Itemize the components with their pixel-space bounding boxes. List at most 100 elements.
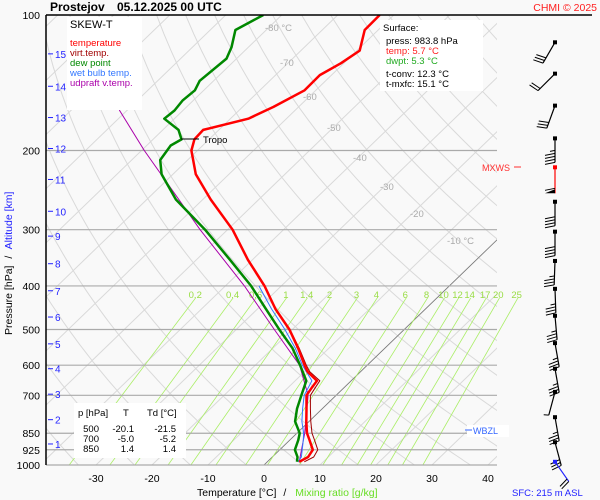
isotherm-label: -50 bbox=[327, 123, 341, 134]
isotherm bbox=[95, 76, 497, 465]
legend-temperature: temperature bbox=[70, 38, 121, 49]
mixing-ratio-label: 10 bbox=[438, 290, 449, 301]
altitude-tick-label: 6 bbox=[55, 313, 61, 324]
mixing-ratio-label: 2 bbox=[327, 290, 332, 301]
table-cell-t: 1.4 bbox=[121, 444, 134, 455]
altitude-tick-label: 7 bbox=[55, 287, 61, 298]
wind-barb-feather bbox=[544, 278, 555, 282]
wind-barb-feather bbox=[544, 281, 555, 285]
mixing-ratio-label: 17 bbox=[480, 290, 491, 301]
mixing-ratio-label: 3 bbox=[354, 290, 359, 301]
wind-barb-feather bbox=[544, 252, 556, 256]
mxws-label: MXWS bbox=[482, 163, 510, 173]
wind-barb-station bbox=[553, 40, 557, 45]
temperature-tick-label: -10 bbox=[200, 473, 215, 485]
wind-barb-staff bbox=[554, 288, 557, 313]
wind-barb-feather bbox=[531, 82, 541, 89]
isotherm bbox=[319, 293, 497, 465]
altitude-tick-label: 3 bbox=[55, 390, 61, 401]
wind-barb-feather bbox=[536, 126, 547, 129]
tropopause-label: Tropo bbox=[203, 135, 227, 146]
wind-barb-half-feather bbox=[551, 330, 557, 333]
dry-adiabat bbox=[185, 15, 497, 376]
mixing-ratio-line bbox=[356, 298, 460, 465]
pressure-tick-label: 1000 bbox=[17, 460, 41, 472]
surface-tmxfc: t-mxfc: 15.1 °C bbox=[386, 79, 449, 90]
dry-adiabat bbox=[591, 15, 600, 465]
wind-barb-feather bbox=[544, 158, 556, 162]
pressure-tick-label: 200 bbox=[22, 145, 40, 157]
wind-barb-staff bbox=[542, 42, 556, 64]
temperature-tick-label: 30 bbox=[426, 473, 438, 485]
isotherm-label: -60 bbox=[303, 92, 317, 103]
mixing-ratio-line bbox=[190, 298, 308, 465]
mixing-ratio-label: 8 bbox=[424, 290, 429, 301]
legend-virt-temp: virt.temp. bbox=[70, 48, 109, 59]
wind-barb-staff bbox=[554, 417, 560, 441]
wind-barb-feather bbox=[545, 312, 556, 316]
axis-labels: -80 °C -70 -60 -50 -40 -30 -20 -10 °C 0.2 0.4 0.6 1… bbox=[17, 10, 522, 485]
wind-barb-station bbox=[553, 136, 557, 141]
dry-adiabat bbox=[475, 15, 497, 41]
legend-updraft: udpraft v.temp. bbox=[70, 78, 133, 89]
wind-barb-feather bbox=[544, 155, 556, 159]
surface-box bbox=[380, 20, 483, 91]
wind-barb-feather bbox=[545, 309, 556, 313]
profile-temperature bbox=[190, 15, 381, 463]
mixing-ratio-label: 1 bbox=[283, 290, 288, 301]
mixing-ratio-lines bbox=[68, 298, 519, 465]
pressure-tick-label: 100 bbox=[22, 10, 40, 22]
altitude-tick-label: 13 bbox=[55, 114, 67, 125]
wind-barb-feather bbox=[548, 437, 559, 443]
dry-adiabat bbox=[330, 15, 497, 207]
wind-barb-station bbox=[553, 229, 557, 234]
mixing-ratio-line bbox=[322, 298, 428, 465]
wind-barb-feather bbox=[559, 478, 568, 487]
altitude-tick-label: 8 bbox=[55, 260, 61, 271]
mixing-ratio-label: 0.4 bbox=[226, 290, 239, 301]
wind-barb-feather bbox=[551, 464, 562, 471]
pressure-tick-label: 600 bbox=[22, 360, 40, 372]
level-table-rows: 500 -20.1 -21.5 700 -5.0 -5.2 850 1.4 1.4 bbox=[83, 424, 176, 455]
wind-barb-feather bbox=[544, 161, 556, 165]
wind-barb-staff bbox=[546, 105, 556, 129]
wind-barb-feather bbox=[544, 246, 556, 250]
wind-barb-feather bbox=[546, 336, 557, 341]
wind-barb-half-feather bbox=[552, 431, 558, 435]
isotherm bbox=[0, 15, 2, 465]
table-cell-p: 500 bbox=[83, 424, 99, 435]
y-axis-title-sep: / bbox=[3, 256, 15, 259]
surface-tconv: t-conv: 12.3 °C bbox=[386, 69, 449, 80]
table-cell-td: -21.5 bbox=[154, 424, 176, 435]
wind-barb-half-feather bbox=[549, 275, 555, 278]
wind-barb-station bbox=[553, 366, 557, 371]
x-axis-title-mixing: Mixing ratio [g/kg] bbox=[295, 487, 377, 499]
table-cell-p: 700 bbox=[83, 434, 99, 445]
profiles bbox=[110, 15, 381, 463]
wind-barb-staff bbox=[537, 73, 556, 92]
wind-barb-station bbox=[553, 389, 557, 394]
wind-barb-feather bbox=[544, 222, 556, 226]
wind-barb-feather bbox=[533, 59, 544, 64]
altitude-tick-label: 14 bbox=[55, 82, 67, 93]
surface-press: press: 983.8 hPa bbox=[386, 36, 459, 47]
wind-barb-staff bbox=[554, 368, 560, 393]
isotherm-label: -80 °C bbox=[265, 23, 292, 34]
legend-wet-bulb: wet bulb temp. bbox=[69, 68, 132, 79]
table-header-td: Td [°C] bbox=[147, 408, 177, 419]
mixing-ratio-line bbox=[341, 298, 445, 465]
wind-barb-station bbox=[553, 286, 557, 291]
dry-adiabat bbox=[214, 15, 497, 342]
table-cell-t: -20.1 bbox=[112, 424, 134, 435]
temperature-tick-label: -20 bbox=[144, 473, 159, 485]
isotherm bbox=[151, 130, 497, 465]
altitude-tick-label: 15 bbox=[55, 50, 67, 61]
temperature-tick-label: 40 bbox=[482, 473, 494, 485]
dry-adiabat bbox=[534, 15, 600, 465]
isotherm bbox=[46, 15, 339, 298]
wind-barb-half-feather bbox=[550, 303, 556, 306]
mixing-ratio-label: 0.2 bbox=[189, 290, 202, 301]
wind-barb-station bbox=[553, 103, 557, 108]
wind-barb-feather bbox=[551, 462, 561, 468]
